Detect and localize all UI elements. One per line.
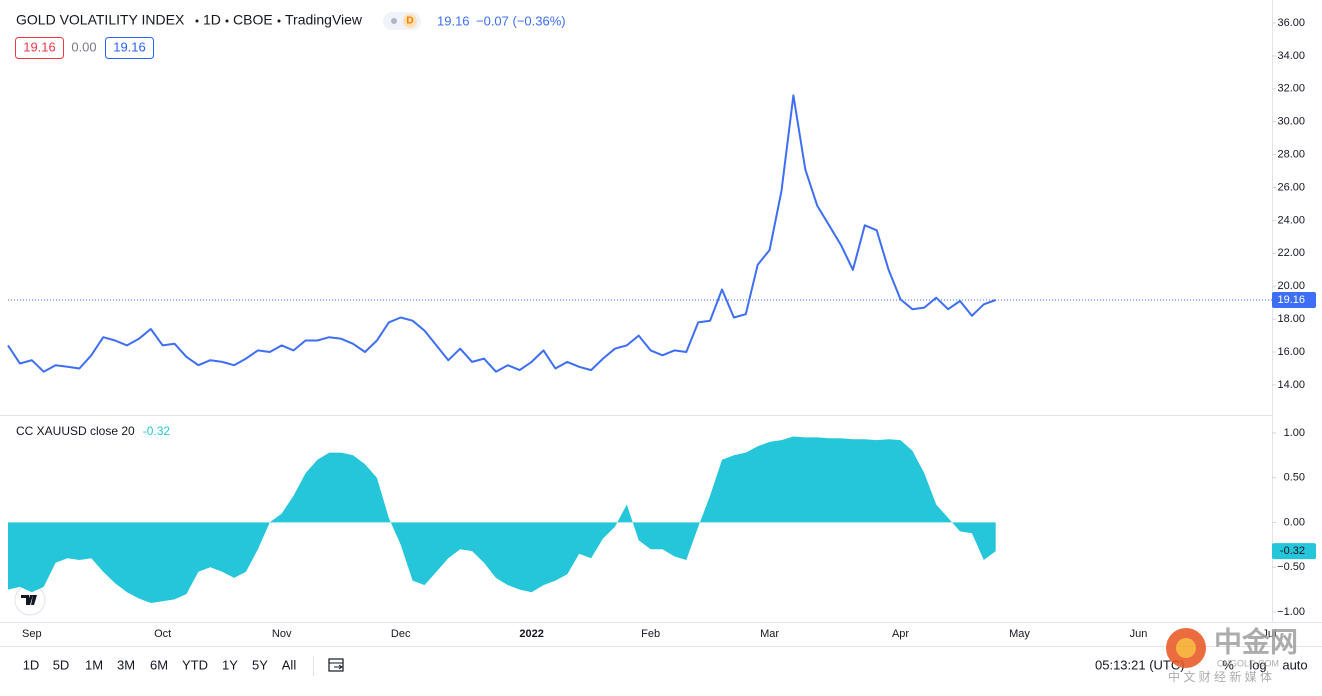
scale-option[interactable]: log (1249, 657, 1266, 672)
indicator-value: -0.32 (143, 424, 171, 438)
y-tick-label: 34.00 (1277, 50, 1305, 62)
y-tick-label: 24.00 (1277, 214, 1305, 226)
range-button[interactable]: All (282, 657, 297, 672)
price-line (7, 94, 997, 373)
range-button[interactable]: 5Y (252, 657, 268, 672)
x-tick-label: Jul (1262, 628, 1276, 640)
range-button[interactable]: YTD (182, 657, 208, 672)
separator-dot (195, 19, 199, 23)
y-tick-label: 28.00 (1277, 149, 1305, 161)
separator-dot (277, 19, 281, 23)
plot: 14.00 16.00 18.00 20.00 22.00 24.00 26.00 28.00… (7, 17, 1316, 640)
last-value-badge (1272, 543, 1316, 560)
scale-option[interactable]: auto (1282, 657, 1307, 672)
y-tick-label: 0.50 (1284, 472, 1305, 484)
indicator-name: CC XAUUSD close 20 (16, 424, 135, 438)
source: TradingView (285, 12, 363, 28)
watermark-logo-inner (1176, 638, 1196, 658)
exchange: CBOE (233, 12, 273, 28)
range-button[interactable]: 1M (85, 657, 103, 672)
watermark: 中金网 CNGOLD.COM 中 文 财 经 新 媒 体 (1166, 625, 1298, 684)
x-tick-label: Dec (391, 628, 411, 640)
y-tick-label: 0.00 (1284, 516, 1305, 528)
range-button[interactable]: 3M (117, 657, 135, 672)
clock[interactable]: 05:13:21 (UTC) (1095, 657, 1185, 672)
bid: 19.16 (23, 39, 56, 54)
last-price: 19.16 (437, 13, 470, 28)
x-tick-label: Mar (760, 628, 779, 640)
y-tick-label: 18.00 (1277, 313, 1305, 325)
toolbar: 1D 5D 1M 3M 6M YTD 1Y 5Y All 05:13:21 (UTC)% log au… (23, 657, 1308, 672)
x-tick-label: Apr (892, 628, 909, 640)
watermark-slogan: 中 文 财 经 新 媒 体 (1168, 669, 1272, 684)
watermark-name: 中金网 (1214, 625, 1298, 657)
y-tick-label: 32.00 (1277, 83, 1305, 95)
interval: 1D (203, 12, 221, 28)
price-change: −0.07 (−0.36%) (476, 13, 566, 28)
y-tick-label: 14.00 (1277, 379, 1305, 391)
spread: 0.00 (71, 39, 96, 54)
x-tick-label: Oct (154, 628, 171, 640)
delay-badge (403, 14, 417, 28)
goto-icon[interactable] (328, 658, 344, 672)
status-dot (391, 18, 397, 24)
range-button[interactable]: 1D (23, 657, 40, 672)
ask: 19.16 (113, 39, 146, 54)
icon-arrow (334, 664, 343, 670)
separator-dot (225, 19, 229, 23)
delay-letter: D (406, 16, 413, 27)
x-tick-label: 2022 (519, 628, 543, 640)
x-tick-label: Sep (22, 628, 42, 640)
correlation-area (8, 436, 996, 603)
y-tick-label: −0.50 (1277, 561, 1305, 573)
last-value-badge (1272, 292, 1316, 309)
bid-box (15, 37, 64, 59)
range-button[interactable]: 6M (150, 657, 168, 672)
y-tick-label: 26.00 (1277, 181, 1305, 193)
last-value-label: 19.16 (1277, 294, 1305, 306)
x-tick-label: Feb (641, 628, 660, 640)
x-tick-label: Jun (1130, 628, 1148, 640)
range-button[interactable]: 5D (53, 657, 70, 672)
x-tick-label: May (1009, 628, 1030, 640)
tv-logo-mark (21, 595, 37, 605)
watermark-domain: CNGOLD.COM (1217, 658, 1279, 668)
y-tick-label: 22.00 (1277, 247, 1305, 259)
scale-option[interactable]: % (1222, 657, 1234, 672)
y-tick-label: 1.00 (1284, 427, 1305, 439)
ask-box (105, 37, 154, 59)
x-tick-label: Nov (272, 628, 292, 640)
y-tick-label: 30.00 (1277, 116, 1305, 128)
y-tick-label: 36.00 (1277, 17, 1305, 29)
symbol-title: GOLD VOLATILITY INDEX (16, 12, 185, 28)
range-button[interactable]: 1Y (222, 657, 238, 672)
last-value-label: -0.32 (1280, 545, 1305, 557)
y-tick-label: 16.00 (1277, 346, 1305, 358)
y-tick-label: −1.00 (1277, 606, 1305, 618)
y-tick-label: 20.00 (1277, 280, 1305, 292)
icon-frame (328, 658, 344, 672)
